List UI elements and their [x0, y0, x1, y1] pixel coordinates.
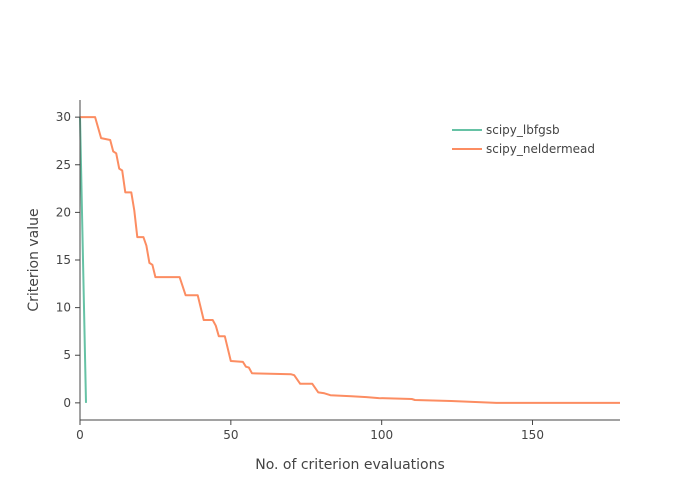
y-tick-label: 0 [63, 396, 71, 410]
y-tick-label: 5 [63, 348, 71, 362]
y-tick-label: 15 [56, 253, 71, 267]
x-tick-label: 150 [521, 428, 544, 442]
series-line-scipy-lbfgsb[interactable] [79, 117, 87, 403]
legend-item-scipy-lbfgsb[interactable]: scipy_lbfgsb [452, 123, 560, 137]
x-axis-title: No. of criterion evaluations [255, 457, 445, 473]
legend[interactable]: scipy_lbfgsb scipy_neldermead [452, 123, 595, 156]
ticks: 0 50 100 150 0 5 10 15 20 25 30 [56, 110, 544, 442]
x-tick-label: 0 [76, 428, 84, 442]
y-tick-label: 30 [56, 110, 71, 124]
legend-label: scipy_neldermead [486, 142, 595, 156]
x-tick-label: 100 [370, 428, 393, 442]
series-line-scipy-neldermead[interactable] [80, 116, 620, 404]
y-tick-label: 10 [56, 301, 71, 315]
y-tick-label: 20 [56, 205, 71, 219]
y-axis-title: Criterion value [26, 208, 42, 311]
legend-item-scipy-neldermead[interactable]: scipy_neldermead [452, 142, 595, 156]
legend-label: scipy_lbfgsb [486, 123, 560, 137]
x-tick-label: 50 [223, 428, 238, 442]
plot-area [79, 116, 620, 404]
y-tick-label: 25 [56, 158, 71, 172]
